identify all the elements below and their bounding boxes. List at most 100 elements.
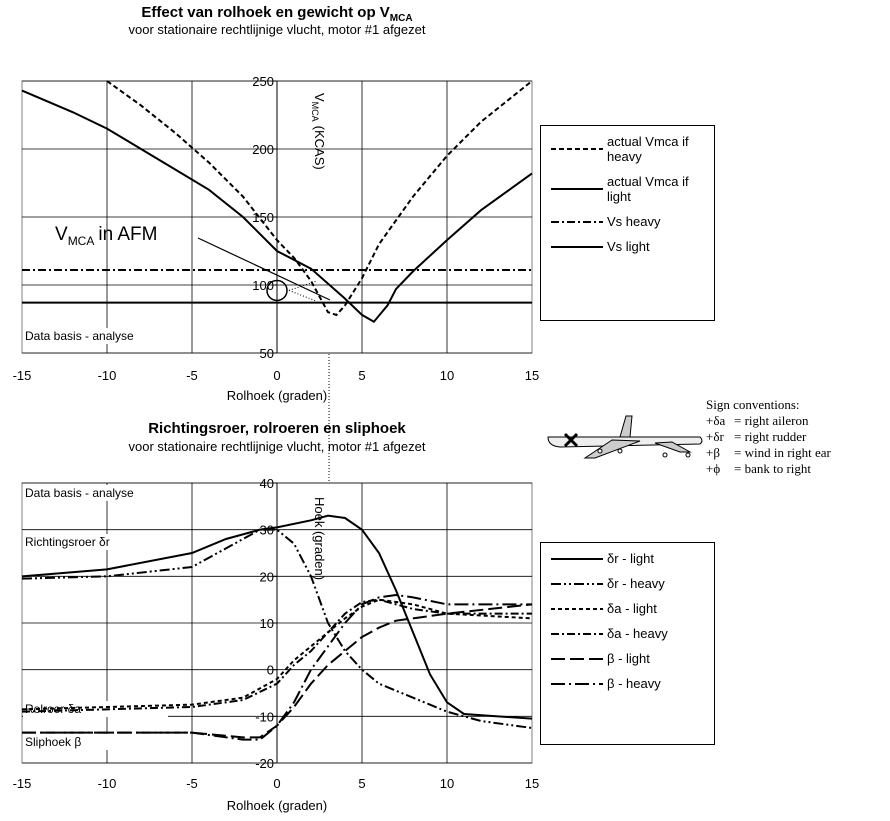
legend-swatch bbox=[551, 148, 603, 150]
legend-item: β - light bbox=[547, 651, 708, 666]
sign-conventions: Sign conventions: +δa = right aileron +δr =… bbox=[706, 397, 831, 477]
legend-label: Vs heavy bbox=[607, 214, 661, 229]
y-tick-label: 250 bbox=[252, 74, 274, 89]
y-axis-label: Hoek (graden) bbox=[312, 497, 327, 580]
sign-item: +β = wind in right ear bbox=[706, 445, 831, 461]
x-tick-label: 0 bbox=[273, 776, 280, 791]
y-tick-label: 100 bbox=[252, 278, 274, 293]
x-tick-label: -15 bbox=[13, 368, 32, 383]
sign-item: +ϕ = bank to right bbox=[706, 461, 831, 477]
x-tick-label: -10 bbox=[98, 368, 117, 383]
chart-title: Richtingsroer, rolroeren en sliphoek bbox=[148, 420, 406, 437]
annotation: Data basis - analyse bbox=[25, 486, 134, 500]
legend-swatch bbox=[551, 682, 603, 685]
y-tick-label: 0 bbox=[267, 663, 274, 678]
legend-item: δa - light bbox=[547, 601, 708, 616]
legend-label: β - heavy bbox=[607, 676, 661, 691]
y-tick-label: 200 bbox=[252, 142, 274, 157]
afm-label: VMCA in AFM bbox=[55, 224, 157, 248]
annotation-bg bbox=[23, 734, 168, 750]
sign-text: = right rudder bbox=[734, 429, 807, 444]
x-tick-label: -5 bbox=[186, 368, 198, 383]
legend-swatch bbox=[551, 188, 603, 190]
x-tick-label: 5 bbox=[358, 776, 365, 791]
legend-label: β - light bbox=[607, 651, 650, 666]
chart-title: Effect van rolhoek en gewicht op VMCA bbox=[141, 4, 412, 24]
x-tick-label: -10 bbox=[98, 776, 117, 791]
sign-item: +δa = right aileron bbox=[706, 413, 831, 429]
x-tick-label: 15 bbox=[525, 776, 539, 791]
data-line bbox=[21, 598, 533, 711]
x-tick-label: 5 bbox=[358, 368, 365, 383]
x-axis-label: Rolhoek (graden) bbox=[227, 388, 327, 403]
annotation-bg bbox=[23, 485, 168, 501]
annotation-bg bbox=[23, 701, 168, 717]
x-axis-label: Rolhoek (graden) bbox=[227, 798, 327, 813]
x-tick-label: -15 bbox=[13, 776, 32, 791]
y-axis-label: VMCA (KCAS) bbox=[310, 93, 327, 170]
sign-text: = bank to right bbox=[734, 461, 812, 476]
y-tick-label: 50 bbox=[260, 346, 274, 361]
y-tick-label: 150 bbox=[252, 210, 274, 225]
y-tick-label: 10 bbox=[260, 616, 274, 631]
data-line bbox=[22, 603, 533, 739]
annotation-bg bbox=[23, 328, 168, 344]
y-tick-label: -10 bbox=[255, 709, 274, 724]
legend-swatch bbox=[551, 582, 603, 585]
x-tick-label: 0 bbox=[273, 368, 280, 383]
chart-subtitle: voor stationaire rechtlijnige vlucht, mo… bbox=[129, 439, 426, 454]
y-tick-label: 20 bbox=[260, 569, 274, 584]
annotation-bg bbox=[23, 534, 168, 550]
afm-pointer bbox=[197, 237, 331, 301]
x-tick-label: 15 bbox=[525, 368, 539, 383]
legend-swatch bbox=[551, 632, 603, 635]
legend-label: δa - heavy bbox=[607, 626, 668, 641]
afm-arrow bbox=[288, 280, 318, 302]
afm-circle bbox=[266, 279, 288, 302]
afm-sub: MCA bbox=[68, 234, 95, 248]
data-line bbox=[106, 80, 533, 317]
data-line bbox=[21, 89, 533, 324]
data-line bbox=[21, 528, 533, 729]
legend-item: δa - heavy bbox=[547, 626, 708, 641]
legend-item: actual Vmca if light bbox=[547, 174, 708, 204]
legend-item: Vs light bbox=[547, 239, 708, 254]
legend-item: δr - light bbox=[547, 551, 708, 566]
y-label-subscript: MCA bbox=[310, 102, 320, 122]
legend-label: δr - heavy bbox=[607, 576, 665, 591]
annotation: Richtingsroer δr bbox=[25, 535, 110, 549]
sign-text: = wind in right ear bbox=[734, 445, 831, 460]
chart-subtitle: voor stationaire rechtlijnige vlucht, mo… bbox=[129, 22, 426, 37]
legend-item: Vs heavy bbox=[547, 214, 708, 229]
legend-label: Vs light bbox=[607, 239, 650, 254]
x-tick-label: 10 bbox=[440, 368, 454, 383]
y-label-text: Hoek (graden) bbox=[312, 497, 327, 580]
legend-label: actual Vmca if heavy bbox=[607, 134, 689, 164]
y-tick-label: -20 bbox=[255, 756, 274, 771]
afm-rest: in AFM bbox=[98, 224, 157, 245]
legend: δr - light δr - heavy δa - light δa - heavy… bbox=[540, 542, 715, 745]
legend: actual Vmca if heavy actual Vmca if light… bbox=[540, 125, 715, 321]
sign-item: +δr = right rudder bbox=[706, 429, 831, 445]
title-text: Richtingsroer, rolroeren en sliphoek bbox=[148, 420, 406, 437]
legend-swatch bbox=[551, 245, 603, 248]
title-text: Effect van rolhoek en gewicht op V bbox=[141, 4, 389, 21]
data-line bbox=[21, 598, 532, 713]
y-tick-label: 40 bbox=[260, 476, 274, 491]
sign-symbol: +δr bbox=[706, 429, 724, 444]
legend-item: δr - heavy bbox=[547, 576, 708, 591]
sign-symbol: +δa bbox=[706, 413, 726, 428]
annotation: Sliphoek β bbox=[25, 735, 81, 749]
afm-main: V bbox=[55, 224, 68, 245]
x-tick-label: 10 bbox=[440, 776, 454, 791]
x-tick-label: -5 bbox=[186, 776, 198, 791]
y-label-text: V bbox=[312, 93, 327, 102]
legend-swatch bbox=[551, 220, 603, 223]
sign-symbol: +β bbox=[706, 445, 720, 460]
title-subscript: MCA bbox=[390, 13, 413, 24]
sign-symbol: +ϕ bbox=[706, 461, 721, 476]
legend-swatch bbox=[551, 607, 603, 610]
data-line bbox=[21, 514, 533, 720]
